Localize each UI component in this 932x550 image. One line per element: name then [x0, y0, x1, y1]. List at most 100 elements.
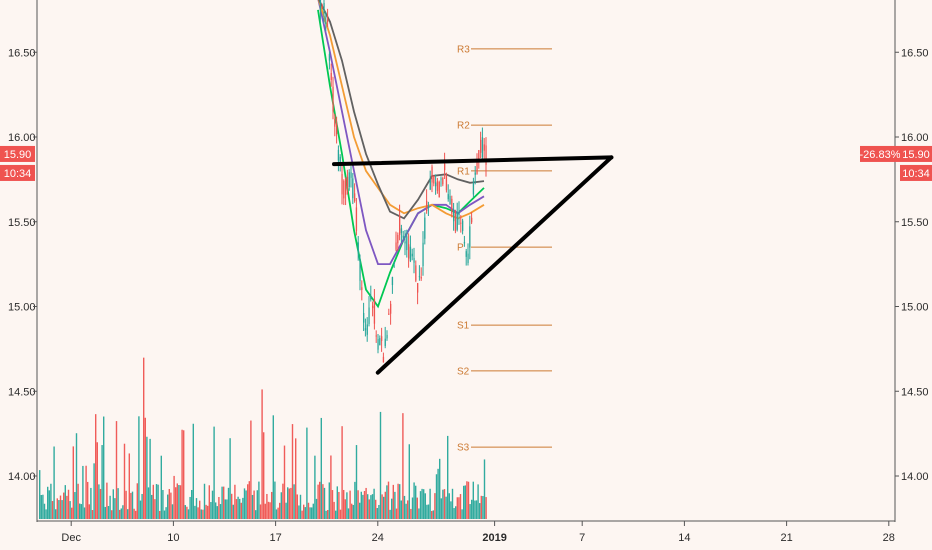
volume-bar [125, 490, 127, 519]
volume-bar [149, 438, 151, 519]
volume-bar [373, 488, 375, 519]
volume-bar [179, 485, 182, 519]
volume-bar [285, 502, 287, 519]
volume-bar [432, 510, 434, 519]
candle-body [341, 174, 343, 195]
candle-body [408, 244, 410, 259]
volume-bar [197, 507, 199, 519]
volume-bar [71, 507, 73, 519]
volume-bar [477, 484, 479, 519]
volume-bar [51, 501, 54, 519]
volume-bar [389, 509, 391, 519]
volume-bar [272, 415, 274, 519]
volume-bar [450, 501, 452, 519]
candle-body [467, 253, 469, 263]
volume-bar [88, 504, 90, 519]
candle-body [359, 259, 361, 281]
volume-bar [339, 509, 342, 519]
volume-bar [443, 489, 446, 519]
volume-bar [301, 510, 303, 519]
volume-bar [223, 486, 225, 519]
volume-bar [213, 426, 215, 519]
candle-body [325, 22, 327, 24]
countdown-badge-left-bg [0, 164, 35, 181]
candle-body [337, 149, 340, 161]
candle-body [327, 19, 329, 23]
trendlines[interactable] [332, 155, 614, 375]
volume-bar [400, 500, 402, 519]
volume-bar [127, 509, 129, 519]
volume-bar [72, 446, 74, 519]
volume-bar [77, 483, 79, 519]
volume-bar [247, 484, 249, 519]
candle-body [418, 276, 421, 278]
volume-bar [261, 389, 263, 519]
candle-body [409, 246, 412, 261]
volume-bar [408, 444, 410, 519]
trendline-1[interactable] [332, 155, 614, 167]
volume-bar [440, 498, 442, 519]
price-badge-left-bg [0, 145, 35, 162]
volume-bar [258, 481, 260, 519]
volume-bar [421, 488, 423, 519]
volume-bar [453, 508, 455, 519]
volume-bar [53, 446, 55, 519]
volume-bar [64, 485, 66, 519]
volume-bar [191, 489, 193, 519]
volume-bar [288, 488, 290, 519]
volume-bar [429, 488, 431, 519]
volume-bar [344, 499, 346, 519]
volume-bar [184, 505, 186, 519]
volume-bar [299, 494, 302, 519]
volume-bar [219, 504, 222, 519]
volume-bar [367, 494, 369, 519]
volume-bar [211, 490, 214, 519]
candlesticks [318, 0, 487, 363]
volume-bar [224, 499, 226, 519]
volume-bar [250, 420, 252, 519]
volume-bar [255, 510, 257, 519]
change-badge: -26.83% [860, 149, 901, 161]
volume-bar [266, 493, 268, 519]
volume-bar [362, 494, 364, 519]
volume-bar [383, 496, 385, 519]
volume-bar [173, 475, 175, 519]
volume-bar [240, 502, 242, 519]
volume-bar [232, 504, 234, 519]
volume-bar [323, 487, 326, 519]
candle-body [400, 228, 403, 234]
trendline-2[interactable] [375, 155, 614, 375]
volume-bar [50, 483, 52, 519]
volume-bar [365, 487, 367, 519]
candle-body [438, 181, 440, 198]
countdown-badge-left: 10:34 [4, 168, 32, 180]
volume-bar [120, 508, 122, 519]
volume-bar [263, 432, 265, 519]
price-badge-left: 15.90 [4, 149, 32, 161]
price-tick-right: 15.00 [901, 302, 929, 314]
candle-body [415, 265, 417, 281]
volume-bar [187, 509, 190, 519]
volume-bar [416, 497, 418, 519]
volume-bar [43, 503, 46, 519]
price-tick-right: 15.50 [901, 217, 929, 229]
volume-bar [467, 481, 470, 519]
volume-bar [207, 505, 209, 519]
volume-bar [384, 491, 386, 519]
volume-bar [279, 502, 281, 519]
volume-bar [343, 489, 345, 519]
volume-bar [480, 495, 482, 519]
volume-bar [275, 509, 278, 519]
volume-bar [267, 501, 270, 519]
volume-bar [386, 485, 388, 519]
volume-bar [96, 442, 98, 519]
volume-bar [458, 497, 460, 519]
volume-bar [474, 500, 476, 519]
volume-bar [338, 491, 340, 519]
volume-bar [424, 493, 426, 519]
volume-bar [253, 490, 255, 519]
volume-bar [395, 508, 398, 519]
candle-body [444, 163, 446, 171]
